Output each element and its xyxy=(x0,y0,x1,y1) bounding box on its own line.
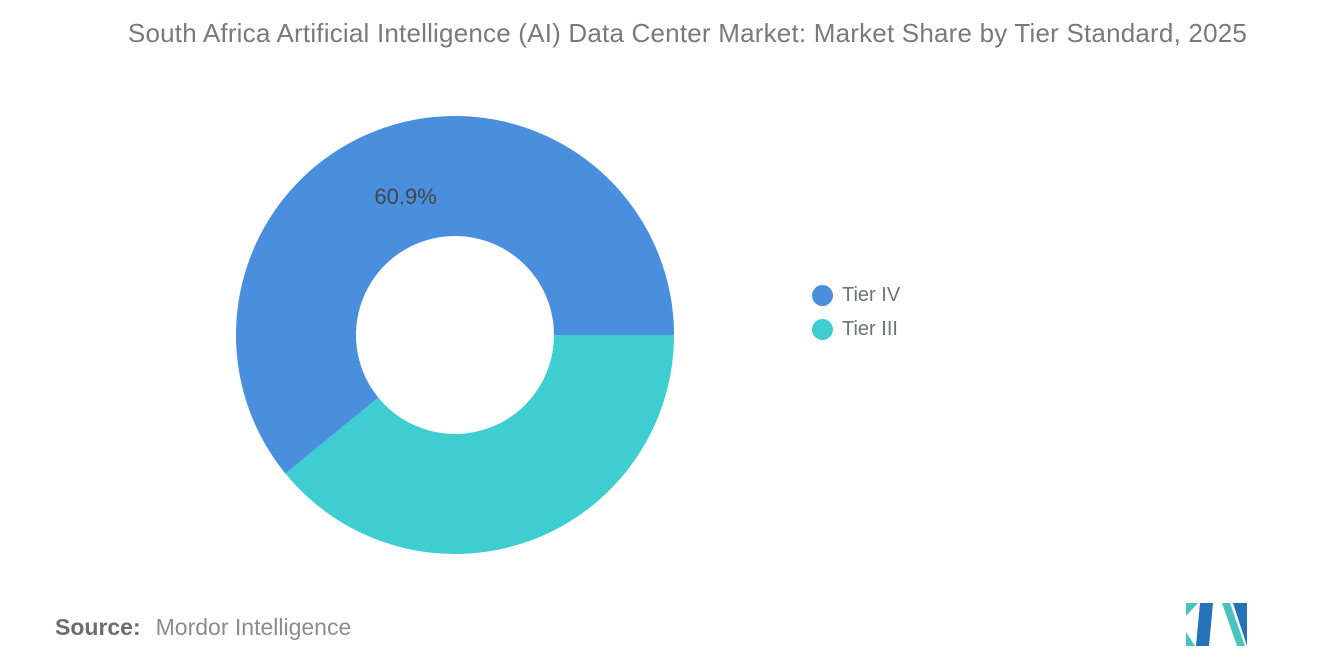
donut-segment-tier-iv[interactable] xyxy=(235,116,675,474)
page-title: South Africa Artificial Intelligence (AI… xyxy=(127,18,1248,48)
logo-blue-left-band xyxy=(1196,603,1213,646)
legend-label: Tier IV xyxy=(842,284,901,306)
legend-label: Tier III xyxy=(842,318,898,340)
logo-teal-top-left-triangle xyxy=(1186,603,1198,616)
donut-chart-svg: 60.9% xyxy=(235,116,675,555)
data-label-tier-iv: 60.9% xyxy=(374,184,436,209)
legend-item-tier-iii[interactable]: Tier III xyxy=(812,318,900,340)
source-row: Source: Mordor Intelligence xyxy=(55,614,351,641)
logo-teal-right-band xyxy=(1222,603,1245,646)
source-label: Source: xyxy=(55,614,141,640)
donut-chart: 60.9% xyxy=(235,115,675,555)
chart-legend: Tier IV Tier III xyxy=(812,284,901,340)
mordor-intelligence-logo xyxy=(1186,603,1247,646)
logo-teal-bottom-left-triangle xyxy=(1186,632,1195,646)
legend-color-dot xyxy=(812,285,833,306)
logo-blue-right-triangle xyxy=(1233,603,1247,646)
legend-item-tier-iv[interactable]: Tier IV xyxy=(812,284,901,306)
source-value: Mordor Intelligence xyxy=(155,614,352,640)
legend-color-dot xyxy=(812,319,833,340)
donut-segment-tier-iii[interactable] xyxy=(285,335,674,555)
